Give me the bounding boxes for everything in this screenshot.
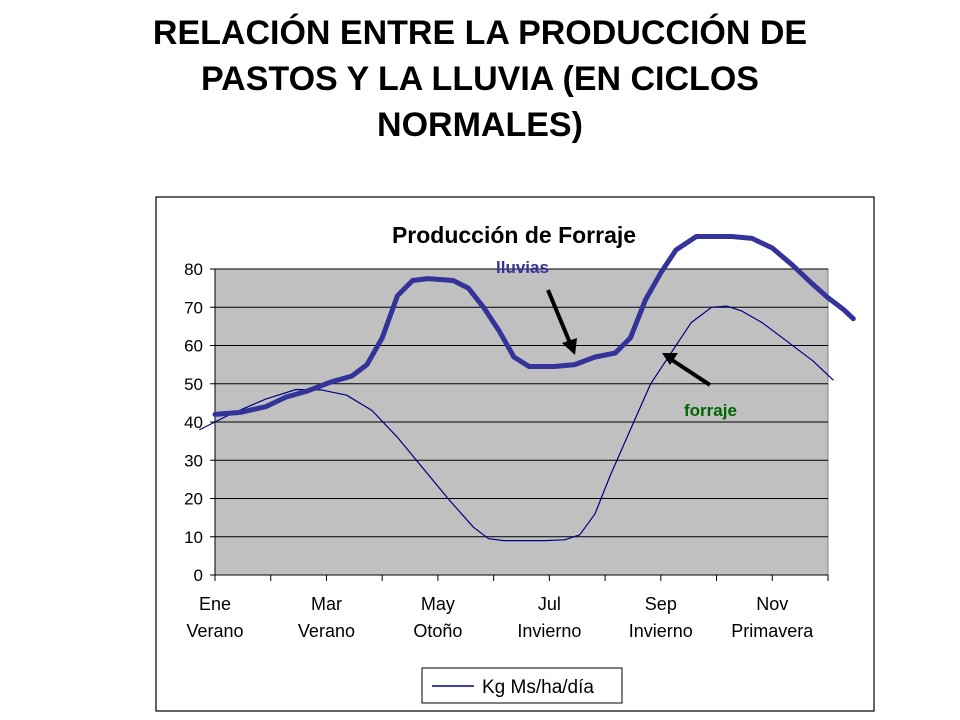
y-axis: 0 10 20 30 40 50 60 70 80 — [184, 260, 828, 585]
slide-title: RELACIÓN ENTRE LA PRODUCCIÓN DE PASTOS Y… — [90, 10, 870, 148]
x-tick-label-season: Invierno — [517, 621, 581, 641]
x-tick-label-month: Mar — [311, 594, 342, 614]
x-tick-label-month: May — [421, 594, 455, 614]
lluvias-annotation: lluvias — [496, 258, 549, 277]
y-tick-label: 60 — [184, 337, 203, 356]
series-line-forraje — [199, 305, 834, 542]
lluvias-arrow — [546, 289, 572, 344]
y-tick-label: 30 — [184, 451, 203, 470]
x-axis: Ene Verano Mar Verano May Otoño Jul Invierno Sep… — [186, 574, 829, 641]
x-tick-label-season: Primavera — [731, 621, 814, 641]
forraje-arrowhead — [662, 353, 678, 365]
forraje-annotation: forraje — [684, 401, 737, 420]
y-tick-label: 0 — [194, 566, 203, 585]
x-tick-label-season: Verano — [298, 621, 355, 641]
x-tick-label-season: Invierno — [629, 621, 693, 641]
slide-title-line-1: RELACIÓN ENTRE LA PRODUCCIÓN DE — [152, 14, 808, 52]
series-line-lluvias — [212, 234, 856, 417]
y-tick-label: 10 — [184, 528, 203, 547]
x-tick-label-month: Nov — [756, 594, 788, 614]
y-tick-label: 40 — [184, 413, 203, 432]
x-tick-label-season: Verano — [186, 621, 243, 641]
x-tick-label-month: Jul — [538, 594, 561, 614]
series-lines — [199, 234, 856, 542]
y-tick-label: 50 — [184, 375, 203, 394]
y-tick-label: 80 — [184, 260, 203, 279]
x-tick-label-month: Ene — [199, 594, 231, 614]
lluvias-arrowhead — [562, 338, 577, 355]
x-tick-label-month: Sep — [645, 594, 677, 614]
y-tick-label: 20 — [184, 490, 203, 509]
y-tick-label: 70 — [184, 298, 203, 317]
legend-label: Kg Ms/ha/día — [482, 677, 594, 698]
slide-title-line-2: PASTOS Y LA LLUVIA (EN CICLOS — [201, 60, 759, 98]
x-tick-label-season: Otoño — [413, 621, 462, 641]
forraje-arrow — [670, 358, 712, 387]
chart-title: Producción de Forraje — [392, 222, 636, 248]
slide-title-line-3: NORMALES) — [377, 106, 583, 144]
